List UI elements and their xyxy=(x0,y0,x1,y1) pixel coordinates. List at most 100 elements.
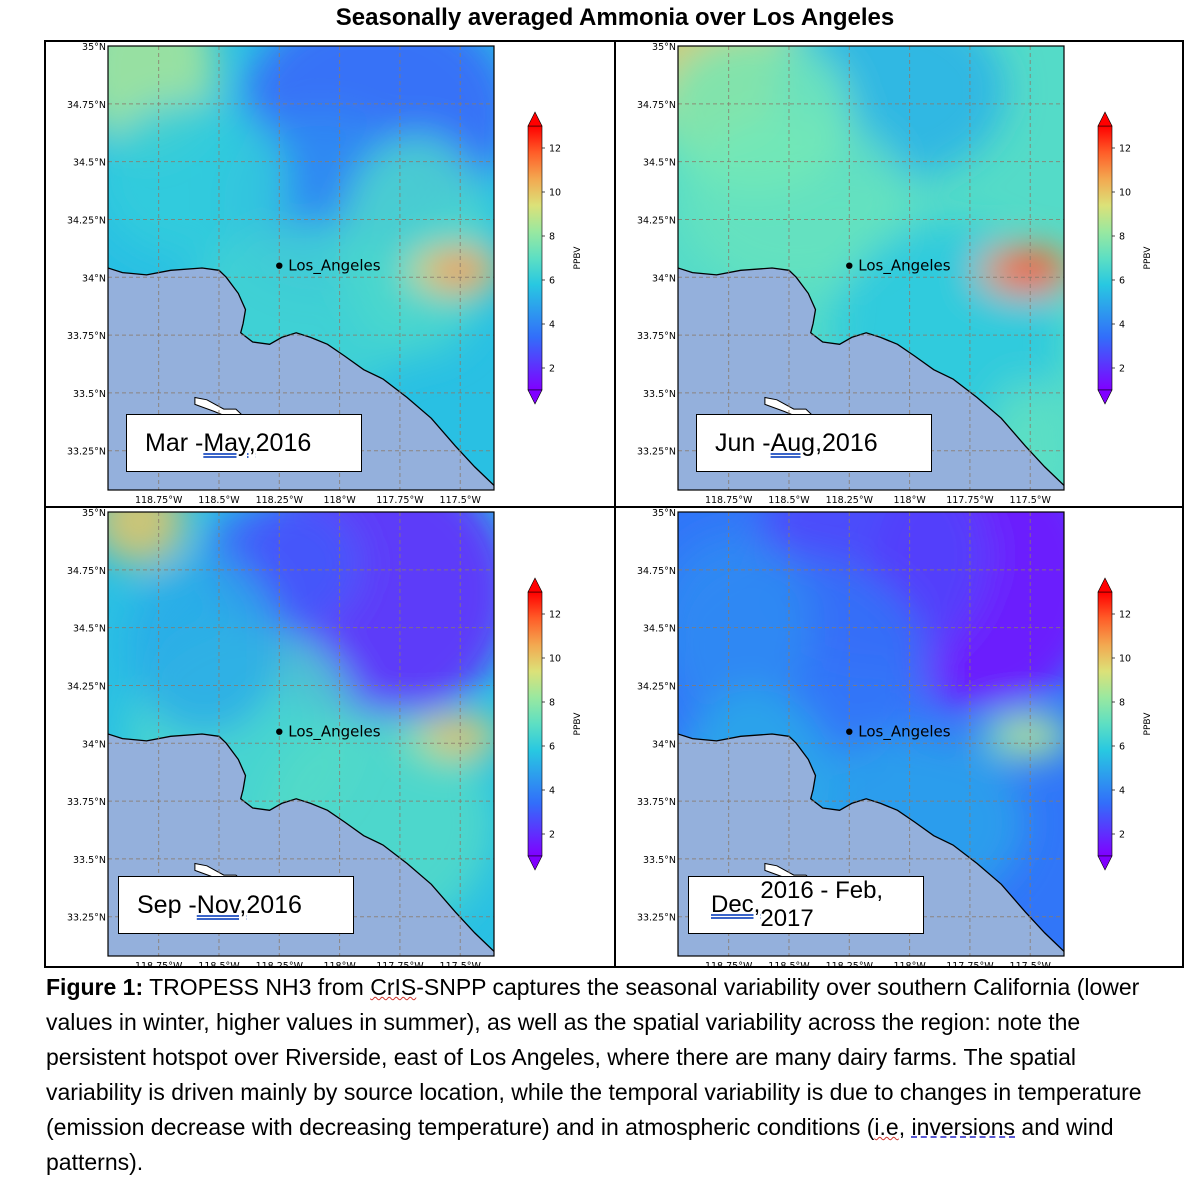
season-label-start: Jun - xyxy=(715,428,771,457)
lat-tick-label: 34.25°N xyxy=(637,215,676,226)
lat-tick-label: 34°N xyxy=(82,273,106,284)
riverside-hotspot xyxy=(999,256,1060,285)
lon-tick-label: 117.5°W xyxy=(440,961,482,966)
city-marker xyxy=(846,728,853,735)
lat-tick-label: 33.75°N xyxy=(67,797,106,808)
lat-tick-label: 33.5°N xyxy=(643,389,676,400)
lat-tick-label: 33.75°N xyxy=(637,797,676,808)
season-label-month: Nov, xyxy=(196,890,247,919)
lon-tick-label: 117.75°W xyxy=(376,495,424,506)
map-border xyxy=(107,511,495,957)
lat-tick-label: 34.75°N xyxy=(67,100,106,111)
lon-tick-label: 118.75°W xyxy=(135,495,183,506)
lon-tick-label: 118.25°W xyxy=(256,495,304,506)
season-label-start: Mar - xyxy=(145,428,204,457)
colorbar-extend-max xyxy=(1097,111,1113,127)
lat-tick-label: 34.5°N xyxy=(643,624,676,635)
colorbar-label: PPBV xyxy=(1143,246,1153,270)
concentration-blob xyxy=(339,134,494,357)
riverside-hotspot xyxy=(999,722,1060,751)
colorbar-tick-label: 4 xyxy=(1119,786,1125,797)
figure-title: Seasonally averaged Ammonia over Los Ang… xyxy=(335,4,895,31)
lat-tick-label: 33.25°N xyxy=(637,447,676,458)
lat-tick-label: 34.25°N xyxy=(637,681,676,692)
colorbar-tick-label: 12 xyxy=(1119,144,1131,155)
city-label: Los_Angeles xyxy=(288,257,380,276)
lon-tick-label: 117.5°W xyxy=(1010,495,1052,506)
colorbar xyxy=(1097,591,1113,857)
colorbar-tick-label: 6 xyxy=(1119,742,1125,753)
lat-tick-label: 35°N xyxy=(652,508,676,519)
lat-tick-label: 33.75°N xyxy=(67,331,106,342)
colorbar xyxy=(1097,125,1113,391)
concentration-blob xyxy=(108,512,186,566)
lon-tick-label: 118°W xyxy=(323,495,356,506)
colorbar-label: PPBV xyxy=(573,246,583,270)
season-label: Jun - Aug, 2016 xyxy=(696,414,932,472)
caption-text-2: -SNPP captures the seasonal variability … xyxy=(46,974,1142,1140)
map-panel-fall: Los_Angeles 118.75°W 118.5°W 118.25°W 118°W 1… xyxy=(44,506,616,968)
colorbar-tick-label: 6 xyxy=(549,276,555,287)
colorbar-tick-label: 12 xyxy=(549,610,561,621)
season-label-end: 2016 xyxy=(255,428,312,457)
lon-tick-label: 118.5°W xyxy=(198,495,240,506)
colorbar-tick-label: 6 xyxy=(549,742,555,753)
lat-tick-label: 34.75°N xyxy=(67,566,106,577)
figure-caption: Figure 1: TROPESS NH3 from CrIS-SNPP cap… xyxy=(46,970,1176,1180)
colorbar-tick-label: 8 xyxy=(1119,698,1125,709)
lat-tick-label: 34.75°N xyxy=(637,566,676,577)
concentration-blob xyxy=(678,46,852,193)
caption-word-ie: i.e xyxy=(874,1114,899,1140)
colorbar xyxy=(527,125,543,391)
lon-tick-label: 118.5°W xyxy=(198,961,240,966)
season-label: Sep - Nov, 2016 xyxy=(118,876,354,934)
lat-tick-label: 35°N xyxy=(82,508,106,519)
lat-tick-label: 33.75°N xyxy=(637,331,676,342)
season-label-month: May, xyxy=(203,428,256,457)
colorbar-extend-min xyxy=(1097,855,1113,871)
lat-tick-label: 34.75°N xyxy=(637,100,676,111)
map-panel-summer: Los_Angeles 118.75°W 118.5°W 118.25°W 118°W 1… xyxy=(614,40,1184,508)
caption-text-1: TROPESS NH3 from xyxy=(143,974,371,1000)
lat-tick-label: 34.25°N xyxy=(67,215,106,226)
season-label-month: Aug, xyxy=(770,428,823,457)
city-marker xyxy=(846,262,853,269)
season-label-end: 2016 xyxy=(246,890,302,919)
season-label: Mar - May, 2016 xyxy=(126,414,362,472)
lon-tick-label: 117.5°W xyxy=(1010,961,1052,966)
colorbar-tick-label: 6 xyxy=(1119,276,1125,287)
city-label: Los_Angeles xyxy=(858,257,950,276)
lon-tick-label: 117.75°W xyxy=(946,961,994,966)
lat-tick-label: 34.5°N xyxy=(643,158,676,169)
lat-tick-label: 34°N xyxy=(82,739,106,750)
lon-tick-label: 118.25°W xyxy=(826,961,874,966)
colorbar-tick-label: 2 xyxy=(549,830,555,841)
lat-tick-label: 34.5°N xyxy=(73,624,106,635)
colorbar-tick-label: 2 xyxy=(549,364,555,375)
map-border xyxy=(677,511,1065,957)
colorbar-extend-max xyxy=(527,577,543,593)
colorbar-tick-label: 4 xyxy=(549,786,555,797)
colorbar-tick-label: 8 xyxy=(1119,232,1125,243)
lat-tick-label: 33.25°N xyxy=(637,913,676,924)
lon-tick-label: 118°W xyxy=(893,495,926,506)
lon-tick-label: 117.5°W xyxy=(440,495,482,506)
colorbar-extend-min xyxy=(527,855,543,871)
colorbar-extend-min xyxy=(1097,389,1113,405)
colorbar-tick-label: 10 xyxy=(1119,654,1131,665)
lat-tick-label: 34°N xyxy=(652,739,676,750)
colorbar xyxy=(527,591,543,857)
lat-tick-label: 35°N xyxy=(652,42,676,53)
colorbar-extend-max xyxy=(1097,577,1113,593)
map-svg: Los_Angeles 118.75°W 118.5°W 118.25°W 118°W 1… xyxy=(67,42,583,506)
lat-tick-label: 33.25°N xyxy=(67,447,106,458)
colorbar-label: PPBV xyxy=(573,712,583,736)
caption-word-cris: CrIS xyxy=(370,974,417,1000)
map-border xyxy=(677,45,1065,491)
map-panel-winter: Los_Angeles 118.75°W 118.5°W 118.25°W 118°W 1… xyxy=(614,506,1184,968)
colorbar-tick-label: 2 xyxy=(1119,830,1125,841)
lon-tick-label: 118°W xyxy=(893,961,926,966)
lat-tick-label: 33.5°N xyxy=(73,389,106,400)
colorbar-tick-label: 2 xyxy=(1119,364,1125,375)
lon-tick-label: 118.25°W xyxy=(256,961,304,966)
